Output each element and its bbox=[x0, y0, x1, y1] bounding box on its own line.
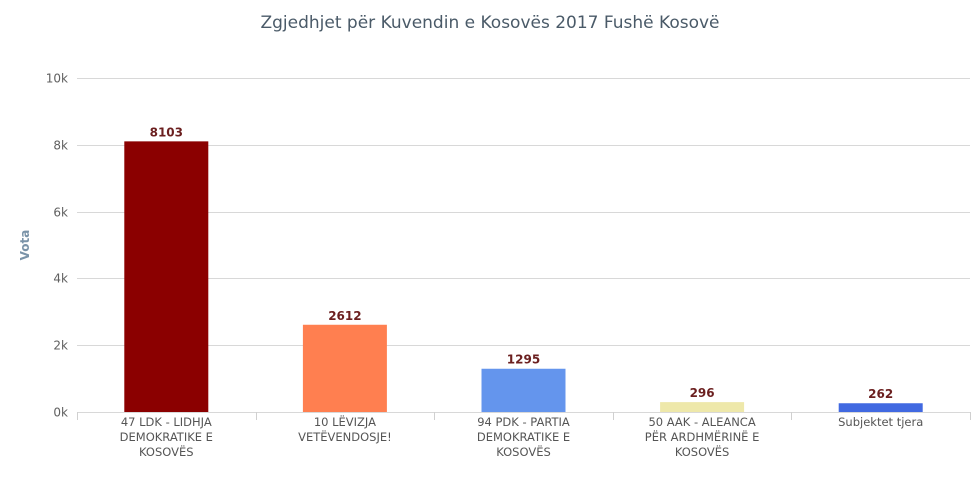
y-axis-ticks: 0k 2k 4k 6k 8k 10k bbox=[46, 72, 68, 420]
y-tick-label: 8k bbox=[53, 139, 68, 153]
x-tick-label-line: DEMOKRATIKE E bbox=[477, 430, 570, 444]
data-label: 262 bbox=[868, 387, 893, 401]
y-tick-label: 2k bbox=[53, 339, 68, 353]
x-tick-label-line: 94 PDK - PARTIA bbox=[477, 415, 570, 429]
data-label: 1295 bbox=[507, 353, 540, 367]
x-tick-label-line: 47 LDK - LIDHJA bbox=[121, 415, 212, 429]
x-tick-label-line: VETËVENDOSJE! bbox=[298, 429, 392, 444]
x-tick-label-line: KOSOVËS bbox=[675, 444, 730, 459]
x-tick-label-line: Subjektet tjera bbox=[838, 415, 923, 429]
chart-title: Zgjedhjet për Kuvendin e Kosovës 2017 Fu… bbox=[260, 13, 719, 33]
x-tick-label: 50 AAK - ALEANCA PËR ARDHMËRINË E KOSOVËS bbox=[645, 415, 760, 459]
bars bbox=[124, 141, 923, 412]
bar bbox=[838, 403, 923, 412]
x-tick-label: 10 LËVIZJA VETËVENDOSJE! bbox=[298, 414, 392, 444]
x-tick-label-line: DEMOKRATIKE E bbox=[120, 430, 213, 444]
data-label: 8103 bbox=[150, 125, 183, 139]
y-tick-label: 10k bbox=[46, 72, 68, 86]
bar bbox=[481, 368, 566, 412]
x-tick-label: 47 LDK - LIDHJA DEMOKRATIKE E KOSOVËS bbox=[120, 415, 213, 459]
x-tick-label-line: PËR ARDHMËRINË E bbox=[645, 429, 760, 444]
gridlines bbox=[77, 78, 970, 413]
bar bbox=[302, 324, 387, 412]
x-tick-label-line: KOSOVËS bbox=[139, 444, 194, 459]
y-tick-label: 6k bbox=[53, 206, 68, 220]
y-axis-label: Vota bbox=[18, 230, 32, 261]
data-label: 296 bbox=[690, 386, 715, 400]
y-tick-label: 0k bbox=[53, 406, 68, 420]
x-tick-label-line: 50 AAK - ALEANCA bbox=[648, 415, 755, 429]
x-tick-label-line: KOSOVËS bbox=[496, 444, 551, 459]
data-label: 2612 bbox=[328, 309, 361, 323]
x-tick-label: 94 PDK - PARTIA DEMOKRATIKE E KOSOVËS bbox=[477, 415, 570, 459]
y-tick-label: 4k bbox=[53, 272, 68, 286]
x-tick-label: Subjektet tjera bbox=[838, 415, 923, 429]
x-tick-label-line: 10 LËVIZJA bbox=[314, 414, 376, 429]
bar bbox=[660, 402, 745, 412]
data-labels: 8103 2612 1295 296 262 bbox=[150, 125, 894, 401]
bar bbox=[124, 141, 209, 412]
